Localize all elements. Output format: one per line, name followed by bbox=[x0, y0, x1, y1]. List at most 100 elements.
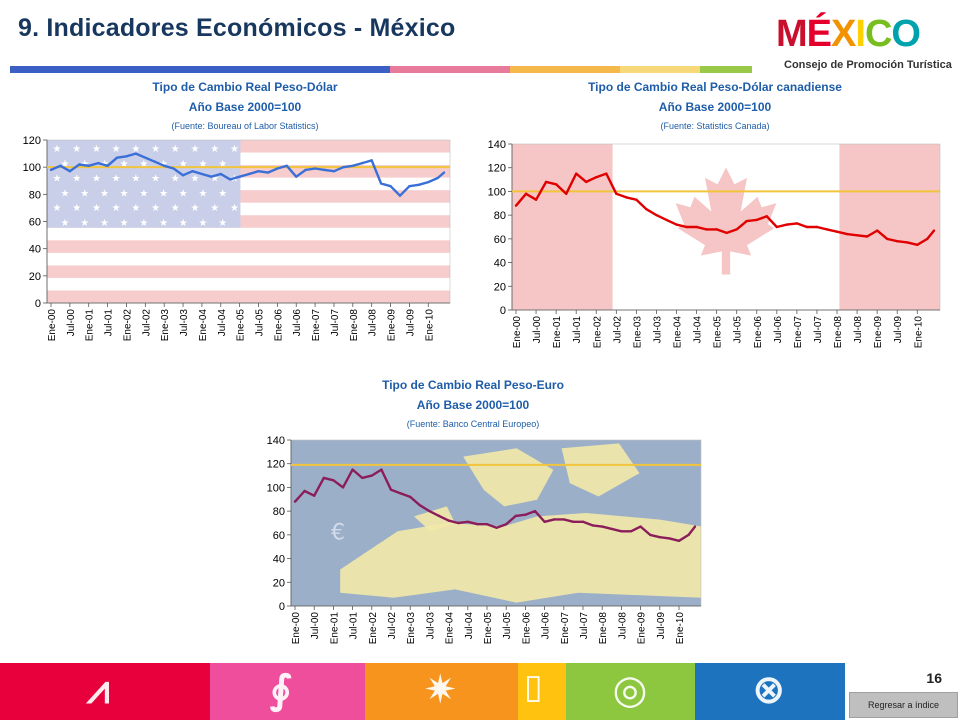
series-point bbox=[303, 489, 306, 493]
flag-star-icon: ★ bbox=[61, 159, 70, 170]
flag-star-icon: ★ bbox=[120, 188, 129, 199]
slide-title: 9. Indicadores Económicos - México bbox=[18, 14, 456, 42]
chart-peso-euro: Tipo de Cambio Real Peso-Euro Año Base 20… bbox=[267, 378, 702, 645]
flag-star-icon: ★ bbox=[53, 174, 62, 185]
series-point bbox=[805, 225, 809, 229]
series-point bbox=[144, 156, 147, 159]
x-tick-label: Ene-01 bbox=[329, 612, 340, 645]
series-point bbox=[68, 170, 72, 173]
y-tick-label: 120 bbox=[267, 459, 285, 471]
flag-star-icon: ★ bbox=[171, 203, 180, 214]
y-tick-label: 40 bbox=[494, 258, 506, 270]
series-point bbox=[313, 167, 317, 170]
flag-star-icon: ★ bbox=[218, 159, 227, 170]
x-tick-label: Jul-05 bbox=[255, 309, 266, 337]
pyramid-glyph-icon: ⩘ bbox=[87, 667, 110, 713]
y-tick-label: 40 bbox=[29, 244, 41, 256]
series-point bbox=[815, 225, 819, 229]
series-point bbox=[495, 526, 498, 529]
flag-star-icon: ★ bbox=[92, 203, 101, 214]
series-point bbox=[361, 161, 364, 165]
series-point bbox=[755, 218, 758, 222]
flag-star-icon: ★ bbox=[131, 144, 140, 155]
series-point bbox=[332, 170, 336, 173]
y-tick-label: 20 bbox=[273, 577, 285, 589]
euro-sign-icon: € bbox=[331, 521, 345, 546]
x-tick-label: Ene-06 bbox=[521, 612, 532, 645]
series-point bbox=[932, 229, 936, 232]
logo-letter: C bbox=[864, 13, 892, 55]
series-point bbox=[408, 184, 411, 188]
series-point bbox=[825, 228, 829, 231]
logo-letter: I bbox=[855, 13, 866, 55]
x-tick-label: Jul-03 bbox=[652, 316, 663, 344]
title-rule-segment bbox=[700, 66, 752, 73]
series-point bbox=[428, 509, 431, 513]
series-point bbox=[916, 243, 919, 246]
flag-star-icon: ★ bbox=[72, 144, 81, 155]
series-point bbox=[447, 519, 450, 522]
series-point bbox=[466, 520, 469, 524]
flag-star-icon: ★ bbox=[80, 188, 89, 199]
flag-star-icon: ★ bbox=[80, 218, 89, 229]
series-point bbox=[379, 182, 383, 185]
flag-star-icon: ★ bbox=[112, 174, 121, 185]
series-point bbox=[210, 175, 213, 178]
x-tick-label: Jul-05 bbox=[502, 612, 513, 640]
series-point bbox=[78, 163, 81, 166]
series-point bbox=[398, 194, 402, 197]
flag-star-icon: ★ bbox=[139, 218, 148, 229]
y-tick-label: 80 bbox=[29, 189, 41, 201]
flag-right-band bbox=[839, 144, 940, 310]
y-tick-label: 60 bbox=[494, 234, 506, 246]
logo-letter: É bbox=[806, 13, 832, 55]
chart-peso-dolar: Tipo de Cambio Real Peso-Dólar Año Base 2… bbox=[23, 80, 451, 342]
y-tick-label: 80 bbox=[494, 210, 506, 222]
series-point bbox=[705, 228, 708, 231]
series-point bbox=[725, 231, 728, 235]
flag-star-icon: ★ bbox=[218, 188, 227, 199]
x-tick-label: Ene-10 bbox=[675, 612, 686, 645]
sun-glyph-icon: ✷ bbox=[423, 667, 458, 713]
series-point bbox=[134, 152, 138, 155]
y-tick-label: 0 bbox=[35, 298, 41, 310]
x-tick-label: Jul-08 bbox=[368, 309, 379, 337]
back-to-index-button[interactable]: Regresar a índice bbox=[849, 692, 958, 718]
flag-star-icon: ★ bbox=[218, 218, 227, 229]
y-tick-label: 60 bbox=[29, 217, 41, 229]
flag-star-icon: ★ bbox=[151, 203, 160, 214]
x-tick-label: Ene-00 bbox=[291, 612, 302, 645]
flag-star-icon: ★ bbox=[112, 203, 121, 214]
series-point bbox=[896, 240, 899, 243]
map-landmass bbox=[414, 506, 455, 532]
series-point bbox=[342, 165, 345, 169]
series-point bbox=[574, 172, 578, 175]
series-point bbox=[436, 176, 439, 180]
flag-star-icon: ★ bbox=[151, 174, 160, 185]
flag-star-icon: ★ bbox=[53, 203, 62, 214]
flag-star-icon: ★ bbox=[151, 144, 160, 155]
series-point bbox=[476, 522, 479, 526]
series-point bbox=[635, 198, 638, 201]
series-point bbox=[668, 537, 671, 540]
series-point bbox=[595, 176, 598, 179]
flag-star-icon: ★ bbox=[210, 203, 219, 214]
y-tick-label: 0 bbox=[500, 305, 506, 317]
x-tick-label: Ene-09 bbox=[873, 316, 884, 349]
series-point bbox=[427, 180, 430, 184]
flag-stripe bbox=[47, 252, 450, 266]
x-tick-label: Ene-04 bbox=[198, 309, 209, 342]
series-point bbox=[554, 183, 558, 186]
x-tick-label: Ene-09 bbox=[387, 309, 398, 342]
x-tick-label: Ene-05 bbox=[713, 316, 724, 349]
footer-color-block: ⊗ bbox=[695, 663, 845, 720]
flag-star-icon: ★ bbox=[112, 144, 121, 155]
series-point bbox=[785, 223, 789, 226]
flag-star-icon: ★ bbox=[171, 174, 180, 185]
map-landmass bbox=[561, 443, 640, 497]
map-landmass bbox=[340, 513, 701, 603]
page-number: 16 bbox=[926, 670, 942, 686]
flag-star-icon: ★ bbox=[199, 159, 208, 170]
series-point bbox=[191, 170, 194, 173]
x-tick-label: Jul-07 bbox=[330, 309, 341, 337]
